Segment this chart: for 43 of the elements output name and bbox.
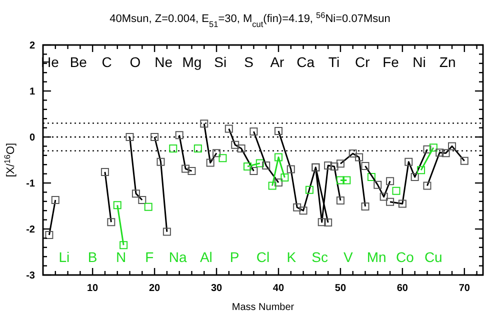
annotation: Co xyxy=(396,248,414,265)
annotation: Ca xyxy=(296,54,315,70)
y-tick-label: -3 xyxy=(26,270,36,282)
annotation: Si xyxy=(214,54,227,70)
annotation: Sc xyxy=(312,248,328,265)
annotation: P xyxy=(230,248,240,265)
annotation: N xyxy=(116,248,126,265)
y-tick-label: -1 xyxy=(26,178,36,190)
x-tick-label: 60 xyxy=(396,283,408,294)
annotation: S xyxy=(244,54,254,70)
annotation: Cu xyxy=(424,248,442,265)
x-tick-label: 40 xyxy=(272,283,284,294)
y-tick-label: -2 xyxy=(26,224,36,236)
y-tick-label: 2 xyxy=(29,40,36,52)
annotation: Be xyxy=(70,54,88,70)
annotation: F xyxy=(145,248,154,265)
x-tick-label: 50 xyxy=(334,283,346,294)
annotation: Cr xyxy=(355,54,370,70)
annotation: Ar xyxy=(270,54,285,70)
annotation: Zn xyxy=(439,54,456,70)
y-tick-label: 0 xyxy=(29,132,36,144)
annotation: Na xyxy=(168,248,187,265)
annotation: Li xyxy=(58,248,70,265)
annotation: B xyxy=(88,248,98,265)
x-tick-label: 20 xyxy=(148,283,161,294)
chart-title: 40Msun, Z=0.004, E$_{51}$=30, M$_{cut}$(fin)=4.19, $^{56}$Ni=0.07Msun xyxy=(110,10,390,28)
annotation: Ti xyxy=(328,54,340,70)
x-tick-label: 70 xyxy=(458,283,470,294)
annotation: C xyxy=(102,54,112,70)
annotation: V xyxy=(344,248,354,265)
annotation: Mn xyxy=(366,248,386,265)
annotation: Mg xyxy=(182,54,202,70)
annotation: Fe xyxy=(382,54,400,70)
annotation: Cl xyxy=(256,248,270,265)
x-tick-label: 30 xyxy=(210,283,223,294)
annotation: O xyxy=(130,54,141,70)
y-tick-label: 1 xyxy=(29,86,36,98)
x-tick-label: 10 xyxy=(87,283,99,294)
annotation: K xyxy=(286,248,297,265)
annotation: Ni xyxy=(412,54,426,70)
annotation: Ne xyxy=(154,54,173,70)
annotation: Al xyxy=(200,248,212,265)
x-axis-title: Mass Number xyxy=(232,302,295,313)
